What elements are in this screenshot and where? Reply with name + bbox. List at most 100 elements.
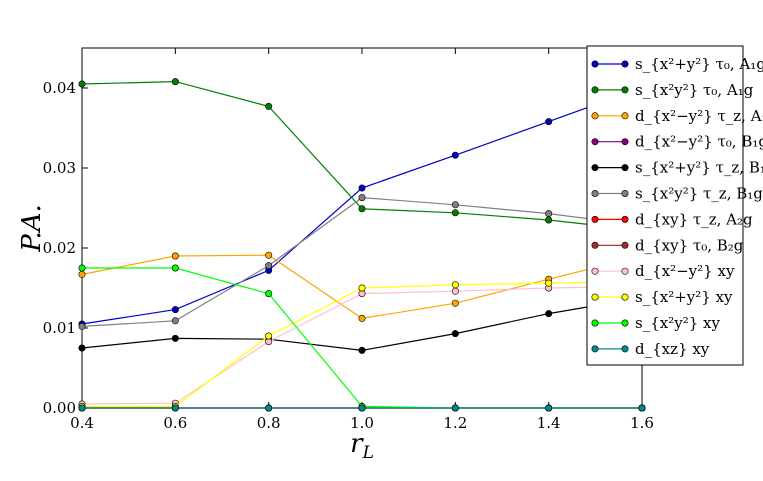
data-point [78,404,86,412]
series-line [78,294,646,354]
legend-swatch-marker [591,190,599,198]
data-point [171,306,179,314]
data-point [171,78,179,86]
legend-label: d_{xy} τ₀, B₂g [635,236,744,254]
data-point [358,184,366,192]
data-point [451,287,459,295]
y-tick-label: 0.03 [43,159,76,177]
data-point [451,209,459,217]
legend-swatch-marker [621,345,629,353]
data-point [545,404,553,412]
data-point [451,201,459,209]
data-point [265,332,273,340]
legend-label: s_{x²+y²} xy [635,288,733,306]
legend-swatch-marker [591,345,599,353]
data-point [171,317,179,325]
legend-items: s_{x²+y²} τ₀, A₁g s_{x²y²} τ₀, A₁g d_{x²−y… [591,55,763,358]
legend-item: d_{xy} τ_z, A₂g [591,210,753,228]
legend-label: s_{x²y²} τ₀, A₁g [635,81,754,99]
legend-item: d_{xz} xy [591,340,710,358]
data-point [171,264,179,272]
legend-item: s_{x²+y²} τ₀, A₁g [591,55,763,73]
data-point [545,118,553,126]
legend-label: d_{x²−y²} τ_z, A₁g [635,107,763,125]
data-point [78,80,86,88]
data-point [358,194,366,202]
legend-swatch-marker [591,86,599,94]
legend-swatch-marker [621,215,629,223]
x-axis-ticks: 0.4 0.6 0.8 1.0 1.2 1.4 1.6 [70,48,654,432]
legend-item: s_{x²+y²} τ_z, B₁g [591,159,763,177]
data-point [171,334,179,342]
legend-swatch-marker [591,215,599,223]
data-point [265,262,273,270]
x-tick-label: 0.4 [70,414,94,432]
data-point [358,284,366,292]
legend-swatch-marker [591,241,599,249]
legend-item: s_{x²y²} τ_z, B₁g [591,185,763,203]
data-point [358,404,366,412]
data-point [265,404,273,412]
data-point [545,310,553,318]
data-point [78,344,86,352]
legend-item: s_{x²y²} τ₀, A₁g [591,81,754,99]
plot-area: 0.4 0.6 0.8 1.0 1.2 1.4 1.6 0.00 0.01 0.02 0.030.… [43,47,654,432]
legend-swatch-marker [621,190,629,198]
legend-label: d_{xz} xy [635,340,710,358]
legend: s_{x²+y²} τ₀, A₁g s_{x²y²} τ₀, A₁g d_{x²−y… [586,45,763,366]
x-tick-label: 0.6 [163,414,187,432]
legend-item: s_{x²y²} xy [591,314,720,332]
x-tick-label: 1.4 [537,414,561,432]
legend-label: d_{x²−y²} τ₀, B₁g [635,133,763,151]
data-point [545,279,553,287]
y-tick-label: 0.01 [43,319,76,337]
legend-item: d_{xy} τ₀, B₂g [591,236,744,254]
legend-item: d_{x²−y²} τ_z, A₁g [591,107,763,125]
data-point [171,252,179,260]
y-tick-label: 0.00 [43,399,76,417]
legend-label: s_{x²+y²} τ₀, A₁g [635,55,763,73]
legend-label: s_{x²+y²} τ_z, B₁g [635,159,763,177]
legend-swatch-marker [621,112,629,120]
y-axis-ticks: 0.00 0.01 0.02 0.03 0.04 [43,79,642,417]
legend-swatch-marker [621,293,629,301]
data-point [358,314,366,322]
legend-swatch-marker [591,164,599,172]
legend-swatch-marker [591,138,599,146]
data-point [358,205,366,213]
data-point [451,281,459,289]
legend-swatch-marker [621,319,629,327]
y-tick-label: 0.02 [43,239,76,257]
legend-swatch-marker [591,293,599,301]
x-tick-label: 1.6 [630,414,654,432]
data-point [78,322,86,330]
data-point [451,404,459,412]
legend-swatch-marker [621,267,629,275]
y-axis-title: P.A. [17,204,47,253]
legend-swatch-marker [621,86,629,94]
data-point [265,102,273,110]
legend-swatch-marker [591,112,599,120]
legend-item: d_{x²−y²} τ₀, B₁g [591,133,763,151]
data-point [358,346,366,354]
data-point [451,299,459,307]
legend-box [586,45,744,366]
data-point [171,404,179,412]
x-tick-label: 1.0 [350,414,374,432]
data-point [265,290,273,298]
legend-swatch-marker [621,164,629,172]
data-point [545,216,553,224]
data-point [451,151,459,159]
x-tick-label: 0.8 [257,414,281,432]
data-point [545,210,553,218]
data-point [451,330,459,338]
legend-swatch-marker [621,241,629,249]
legend-item: s_{x²+y²} xy [591,288,733,306]
data-point [638,404,646,412]
legend-swatch-marker [621,138,629,146]
x-tick-label: 1.2 [443,414,467,432]
legend-label: d_{xy} τ_z, A₂g [635,210,753,228]
x-axis-title: rL [350,429,374,463]
series-line [78,404,646,412]
